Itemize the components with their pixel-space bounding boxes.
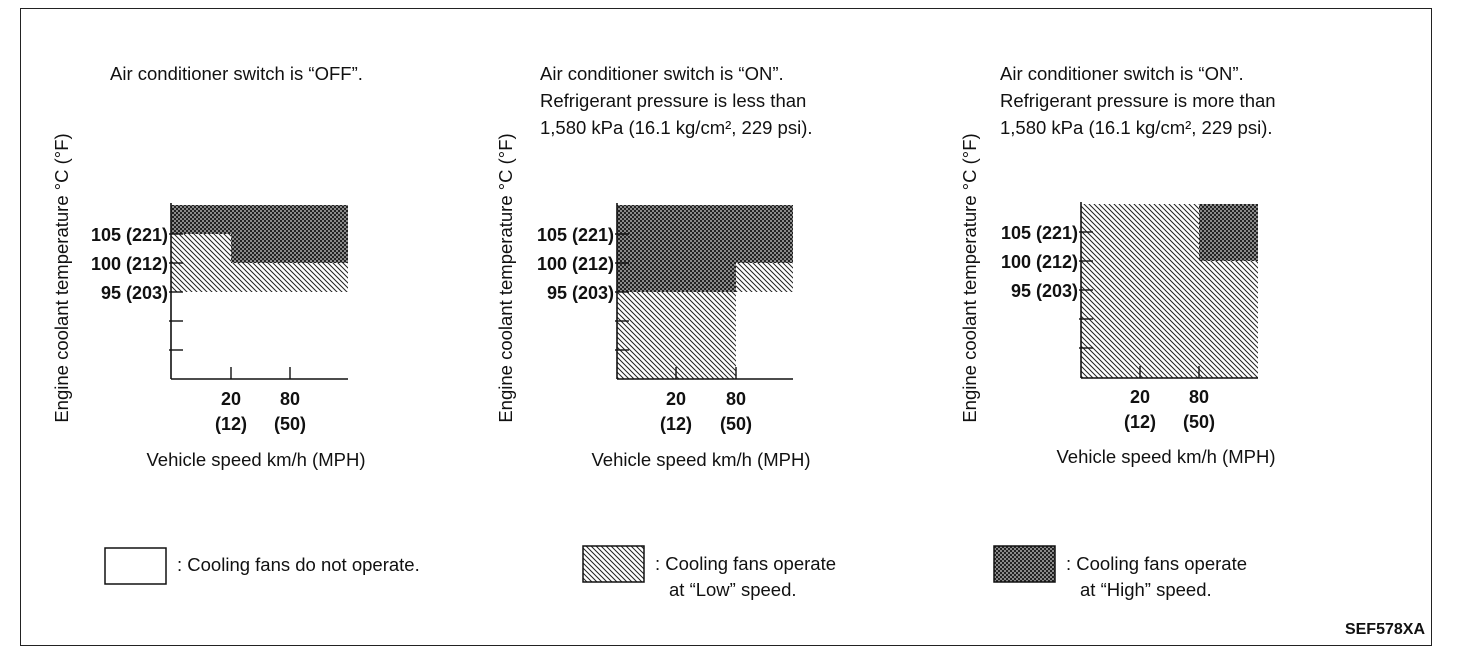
panel-title-line: Refrigerant pressure is less than: [540, 90, 806, 111]
legend-swatch-off: [104, 547, 167, 585]
fan-zone-high: [617, 205, 793, 263]
x-tick-label-kmh: 80: [280, 389, 300, 409]
x-tick-label-kmh: 20: [221, 389, 241, 409]
panel-title-line: 1,580 kPa (16.1 kg/cm², 229 psi).: [540, 117, 813, 138]
y-axis-title: Engine coolant temperature °C (°F): [495, 133, 516, 422]
figure-frame: [20, 8, 1432, 646]
fan-zone-low: [736, 263, 793, 292]
fan-zone-low: [171, 234, 231, 263]
legend-swatch-low: [582, 545, 645, 583]
panel-title-line: Air conditioner switch is “OFF”.: [110, 63, 363, 84]
fan-zone-low: [1081, 204, 1199, 378]
legend-item-low: : Cooling fans operate at “Low” speed.: [582, 545, 836, 600]
x-tick-label-mph: (12): [1124, 412, 1156, 432]
legend-text-line: : Cooling fans operate: [1066, 553, 1247, 574]
chart-panel-3: Air conditioner switch is “ON”. Refrigera…: [959, 63, 1276, 467]
y-tick-label: 100 (212): [1001, 252, 1078, 272]
y-tick-label: 95 (203): [1011, 281, 1078, 301]
x-tick-label-kmh: 80: [1189, 387, 1209, 407]
x-tick-label-kmh: 80: [726, 389, 746, 409]
panel-title-line: Refrigerant pressure is more than: [1000, 90, 1276, 111]
x-tick-label-mph: (50): [1183, 412, 1215, 432]
x-tick-label-mph: (12): [215, 414, 247, 434]
fan-zone-low: [1199, 261, 1258, 378]
fan-zone-low: [617, 292, 736, 379]
panel-title-line: Air conditioner switch is “ON”.: [1000, 63, 1244, 84]
y-axis-title: Engine coolant temperature °C (°F): [959, 133, 980, 422]
y-tick-label: 95 (203): [547, 283, 614, 303]
y-tick-label: 105 (221): [91, 225, 168, 245]
legend-swatch-high: [993, 545, 1056, 583]
legend-text-line: : Cooling fans operate: [655, 553, 836, 574]
x-tick-label-mph: (12): [660, 414, 692, 434]
chart-panel-2: Air conditioner switch is “ON”. Refrigera…: [495, 63, 813, 470]
legend-item-off: : Cooling fans do not operate.: [104, 547, 420, 585]
y-axis-title: Engine coolant temperature °C (°F): [51, 133, 72, 422]
y-tick-label: 100 (212): [537, 254, 614, 274]
fan-zone-high: [171, 205, 348, 234]
x-tick-label-kmh: 20: [666, 389, 686, 409]
fan-zone-high: [231, 234, 348, 263]
x-tick-label-kmh: 20: [1130, 387, 1150, 407]
legend-text-line: at “Low” speed.: [669, 579, 797, 600]
chart-panel-1: Air conditioner switch is “OFF”. 105 (221…: [51, 63, 366, 470]
panel-title-line: Air conditioner switch is “ON”.: [540, 63, 784, 84]
fan-zone-high: [1199, 204, 1258, 261]
y-tick-label: 100 (212): [91, 254, 168, 274]
y-tick-label: 105 (221): [1001, 223, 1078, 243]
legend-text-line: : Cooling fans do not operate.: [177, 554, 420, 575]
x-tick-label-mph: (50): [720, 414, 752, 434]
y-tick-label: 95 (203): [101, 283, 168, 303]
fan-zone-high: [617, 263, 736, 292]
x-tick-label-mph: (50): [274, 414, 306, 434]
x-axis-title: Vehicle speed km/h (MPH): [1056, 446, 1275, 467]
panel-title-line: 1,580 kPa (16.1 kg/cm², 229 psi).: [1000, 117, 1273, 138]
x-axis-title: Vehicle speed km/h (MPH): [146, 449, 365, 470]
x-axis-title: Vehicle speed km/h (MPH): [591, 449, 810, 470]
fan-zone-low: [171, 263, 348, 292]
y-tick-label: 105 (221): [537, 225, 614, 245]
figure-code: SEF578XA: [1345, 621, 1425, 638]
legend-item-high: : Cooling fans operate at “High” speed.: [993, 545, 1247, 600]
legend-text-line: at “High” speed.: [1080, 579, 1212, 600]
